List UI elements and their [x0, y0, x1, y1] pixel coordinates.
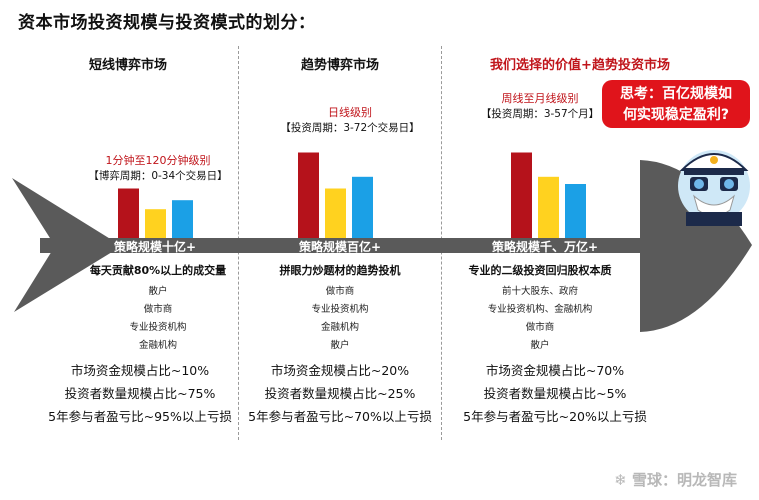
level-label: 1分钟至120分钟级别: [105, 154, 211, 167]
stat-line: 投资者数量规模占比~75%: [64, 386, 216, 401]
participant-item: 散户: [148, 286, 168, 297]
level-label: 周线至月线级别: [501, 92, 579, 105]
period-label: 【投资周期：3-57个月】: [480, 108, 600, 120]
bar-yellow: [538, 176, 559, 238]
participant-item: 做市商: [143, 304, 173, 315]
captain-icon: [678, 150, 750, 226]
page-title: 资本市场投资规模与投资模式的划分：: [18, 13, 316, 33]
stat-line: 市场资金规模占比~70%: [485, 363, 625, 378]
bubble-line: 思考：百亿规模如: [620, 86, 732, 102]
fish-spine: [40, 238, 660, 253]
bar-red: [298, 152, 319, 238]
scale-tag: 策略规模千、万亿+: [491, 240, 599, 254]
stat-line: 投资者数量规模占比~25%: [264, 386, 416, 401]
bar-yellow: [145, 209, 166, 238]
participant-item: 前十大股东、政府: [501, 286, 578, 297]
stat-line: 市场资金规模占比~20%: [270, 363, 410, 378]
bar-red: [511, 152, 532, 238]
thought-bubble: 思考：百亿规模如 何实现稳定盈利?: [602, 80, 750, 128]
bubble-line: 何实现稳定盈利?: [622, 107, 730, 123]
watermark: ❄ 雪球：明龙智库: [614, 471, 737, 489]
bar-blue: [352, 176, 373, 238]
period-label: 【博弈周期：0-34个交易日】: [88, 170, 228, 182]
stat-line: 5年参与者盈亏比~20%以上亏损: [463, 409, 647, 424]
period-label: 【投资周期：3-72个交易日】: [280, 122, 420, 134]
bar-yellow: [325, 188, 346, 238]
participant-item: 金融机构: [320, 322, 359, 333]
bar-groups: [118, 152, 586, 238]
column-description: 专业的二级投资回归股权本质: [468, 264, 612, 277]
participant-item: 散户: [530, 340, 550, 351]
participant-item: 散户: [330, 340, 350, 351]
bar-blue: [565, 184, 586, 238]
participant-item: 专业投资机构: [311, 304, 369, 315]
stat-line: 市场资金规模占比~10%: [70, 363, 210, 378]
snowball-icon: ❄: [614, 471, 632, 489]
column-heading: 我们选择的价值+趋势投资市场: [490, 58, 670, 73]
participant-item: 做市商: [325, 286, 355, 297]
stat-line: 5年参与者盈亏比~70%以上亏损: [248, 409, 432, 424]
participant-item: 专业投资机构、金融机构: [487, 304, 593, 315]
stat-line: 5年参与者盈亏比~95%以上亏损: [48, 409, 232, 424]
participant-item: 做市商: [525, 322, 555, 333]
fish-head: [640, 160, 752, 332]
stat-line: 投资者数量规模占比~5%: [483, 386, 627, 401]
column-description: 每天贡献80%以上的成交量: [89, 264, 227, 277]
bar-red: [118, 188, 139, 238]
scale-tag: 策略规模百亿+: [298, 240, 382, 254]
column-heading: 趋势博弈市场: [300, 58, 379, 73]
scale-tag: 策略规模十亿+: [113, 240, 197, 254]
participant-item: 金融机构: [138, 340, 177, 351]
column-description: 拼眼力炒题材的趋势投机: [279, 264, 401, 277]
participant-item: 专业投资机构: [129, 322, 187, 333]
column-heading: 短线博弈市场: [88, 58, 167, 73]
bar-blue: [172, 200, 193, 238]
level-label: 日线级别: [328, 106, 372, 119]
